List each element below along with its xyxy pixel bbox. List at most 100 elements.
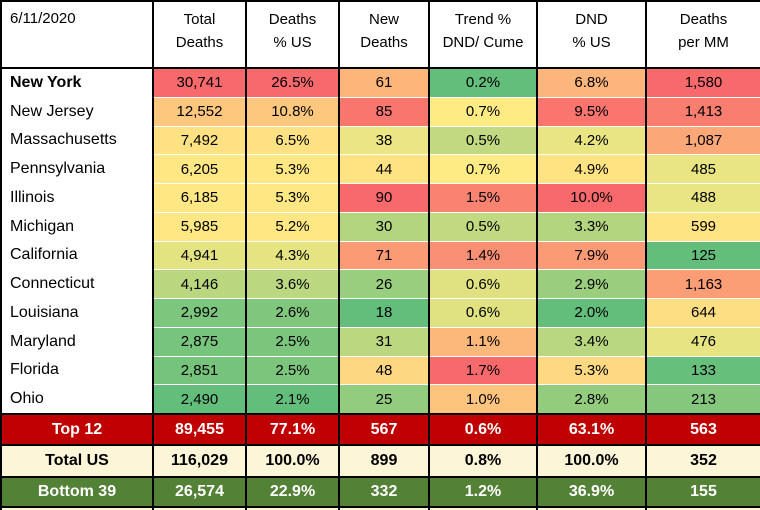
value-cell: 5,985 (152, 212, 246, 242)
summary-label: Bottom 39 (1, 476, 153, 507)
summary-value-cell: 899 (338, 444, 429, 477)
row-ohio: Ohio 2,490 2.1% 25 1.0% 2.8% 213 (1, 384, 760, 415)
value-cell: 85 (338, 97, 429, 127)
value-cell: 4.2% (536, 126, 646, 156)
value-cell: 5.2% (245, 212, 339, 242)
column-header-line2: per MM (678, 34, 729, 51)
summary-row-totalus: Total US 116,029 100.0% 899 0.8% 100.0% 352 (1, 444, 760, 477)
date-cell: 6/11/2020 (1, 1, 153, 69)
column-header-line1: Total (183, 11, 216, 28)
value-cell: 6,205 (152, 154, 246, 184)
summary-value-cell: 22.9% (245, 476, 339, 507)
value-cell: 488 (645, 183, 760, 213)
summary-value-cell: 40.9% (245, 506, 339, 510)
value-cell: 1,087 (645, 126, 760, 156)
summary-value-cell: 1.2% (428, 476, 537, 507)
value-cell: 10.8% (245, 97, 339, 127)
value-cell: 3.4% (536, 327, 646, 357)
value-cell: 2.6% (245, 298, 339, 328)
value-cell: 4,941 (152, 241, 246, 271)
value-cell: 5.3% (245, 183, 339, 213)
summary-value-cell: 26,574 (152, 476, 246, 507)
state-name-cell: New Jersey (1, 97, 153, 127)
value-cell: 26.5% (245, 68, 339, 98)
column-header-line2: % US (572, 34, 611, 51)
value-cell: 6.5% (245, 126, 339, 156)
value-cell: 6,185 (152, 183, 246, 213)
column-header-3: New Deaths (338, 1, 429, 69)
summary-label: NY NJ CT (1, 506, 153, 510)
state-name-cell: Pennsylvania (1, 154, 153, 184)
value-cell: 1,163 (645, 269, 760, 299)
value-cell: 25 (338, 384, 429, 415)
value-cell: 26 (338, 269, 429, 299)
value-cell: 2.0% (536, 298, 646, 328)
state-name-cell: Florida (1, 356, 153, 386)
summary-value-cell: 63.1% (536, 413, 646, 445)
value-cell: 1.7% (428, 356, 537, 386)
value-cell: 31 (338, 327, 429, 357)
summary-value-cell: 36.9% (536, 476, 646, 507)
column-header-line1: Deaths (268, 11, 317, 28)
row-massachusetts: Massachusetts 7,492 6.5% 38 0.5% 4.2% 1,087 (1, 126, 760, 156)
value-cell: 1.4% (428, 241, 537, 271)
value-cell: 38 (338, 126, 429, 156)
summary-value-cell: 100.0% (245, 444, 339, 477)
value-cell: 5.3% (536, 356, 646, 386)
column-header-line2: % US (273, 34, 312, 51)
value-cell: 6.8% (536, 68, 646, 98)
column-header-line1: Deaths (679, 11, 728, 28)
summary-row-nynjct: NY NJ CT47,43940.9%1720.4%19.1%694 (1, 506, 760, 510)
row-illinois: Illinois 6,185 5.3% 90 1.5% 10.0% 488 (1, 183, 760, 213)
value-cell: 476 (645, 327, 760, 357)
column-header-5: DND % US (536, 1, 646, 69)
row-pennsylvania: Pennsylvania 6,205 5.3% 44 0.7% 4.9% 485 (1, 154, 760, 184)
summary-value-cell: 332 (338, 476, 429, 507)
summary-row-top12: Top 12 89,455 77.1% 567 0.6% 63.1% 563 (1, 413, 760, 445)
state-name-cell: Michigan (1, 212, 153, 242)
summary-value-cell: 172 (338, 506, 429, 510)
row-connecticut: Connecticut 4,146 3.6% 26 0.6% 2.9% 1,163 (1, 269, 760, 299)
value-cell: 1,580 (645, 68, 760, 98)
value-cell: 30,741 (152, 68, 246, 98)
value-cell: 0.7% (428, 97, 537, 127)
column-header-line2: Deaths (175, 34, 224, 51)
value-cell: 2,992 (152, 298, 246, 328)
summary-value-cell: 0.4% (428, 506, 537, 510)
summary-value-cell: 47,439 (152, 506, 246, 510)
column-header-line2: DND/ Cume (442, 34, 524, 51)
value-cell: 125 (645, 241, 760, 271)
value-cell: 4,146 (152, 269, 246, 299)
value-cell: 4.3% (245, 241, 339, 271)
value-cell: 1,413 (645, 97, 760, 127)
value-cell: 7.9% (536, 241, 646, 271)
value-cell: 2,875 (152, 327, 246, 357)
state-name-cell: Louisiana (1, 298, 153, 328)
value-cell: 644 (645, 298, 760, 328)
value-cell: 90 (338, 183, 429, 213)
value-cell: 2,490 (152, 384, 246, 415)
table-body: New York 30,741 26.5% 61 0.2% 6.8% 1,580 New Je… (1, 68, 760, 510)
summary-value-cell: 100.0% (536, 444, 646, 477)
value-cell: 18 (338, 298, 429, 328)
value-cell: 4.9% (536, 154, 646, 184)
value-cell: 0.5% (428, 126, 537, 156)
value-cell: 133 (645, 356, 760, 386)
value-cell: 48 (338, 356, 429, 386)
state-name-cell: Illinois (1, 183, 153, 213)
summary-value-cell: 116,029 (152, 444, 246, 477)
state-name-cell: Maryland (1, 327, 153, 357)
column-header-2: Deaths % US (245, 1, 339, 69)
value-cell: 10.0% (536, 183, 646, 213)
summary-value-cell: 19.1% (536, 506, 646, 510)
row-new-york: New York 30,741 26.5% 61 0.2% 6.8% 1,580 (1, 68, 760, 98)
value-cell: 0.6% (428, 298, 537, 328)
value-cell: 44 (338, 154, 429, 184)
summary-value-cell: 563 (645, 413, 760, 445)
value-cell: 61 (338, 68, 429, 98)
value-cell: 2.8% (536, 384, 646, 415)
summary-value-cell: 0.8% (428, 444, 537, 477)
value-cell: 599 (645, 212, 760, 242)
